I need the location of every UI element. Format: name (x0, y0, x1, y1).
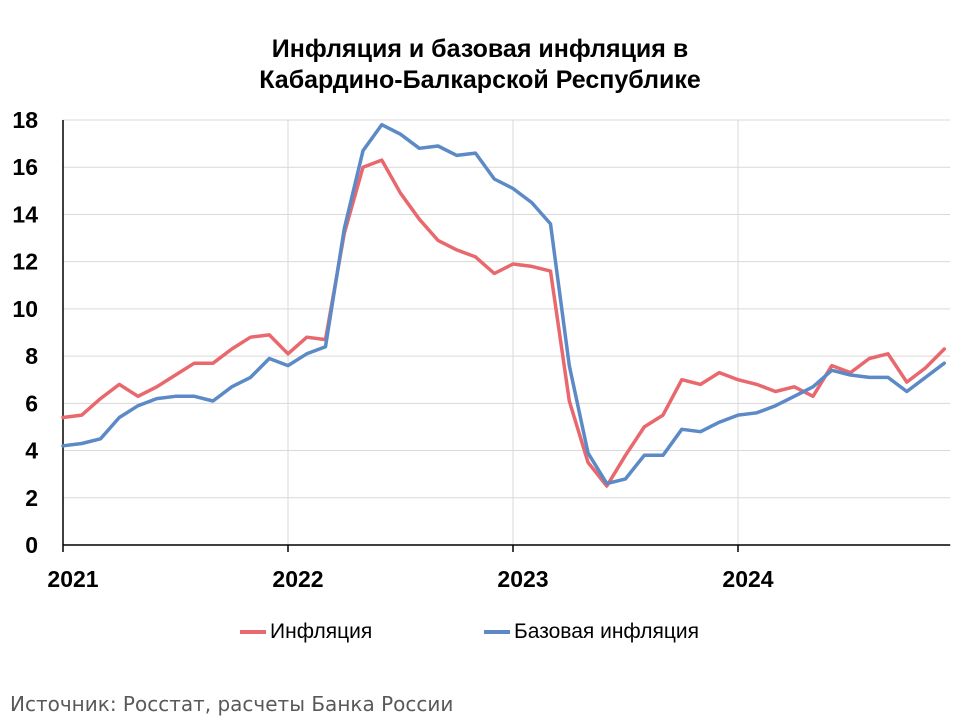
tick-labels: 0 2 4 6 8 10 12 14 16 18 2021 2022 2023 2024 (12, 107, 773, 592)
y-tick-label: 0 (25, 532, 38, 558)
legend-item-inflation: Инфляция (240, 620, 372, 644)
y-tick-label: 10 (12, 296, 38, 322)
legend-label-inflation: Инфляция (270, 620, 373, 643)
x-tick-label: 2021 (47, 566, 98, 592)
series (61, 122, 947, 488)
y-tick-label: 12 (12, 249, 38, 275)
x-tick-label: 2022 (272, 566, 323, 592)
legend-swatch-core (484, 630, 510, 634)
y-tick-label: 16 (12, 154, 38, 180)
chart-title-line1: Инфляция и базовая инфляция в (271, 35, 689, 63)
x-tick-label: 2024 (722, 566, 773, 592)
axes (62, 120, 951, 552)
grid (63, 119, 951, 545)
y-tick-label: 18 (12, 107, 38, 133)
series-line-inflation (61, 158, 947, 488)
series-line-core (61, 122, 947, 486)
legend-label-core: Базовая инфляция (514, 620, 700, 643)
legend-swatch-inflation (240, 630, 266, 634)
chart-title: Инфляция и базовая инфляция в Кабардино-… (0, 34, 960, 96)
source-note: Источник: Росстат, расчеты Банка России (10, 692, 454, 716)
x-tick-label: 2023 (497, 566, 548, 592)
legend: Инфляция Базовая инфляция (0, 620, 960, 650)
y-tick-label: 4 (25, 438, 38, 464)
y-tick-label: 8 (25, 343, 38, 369)
legend-item-core: Базовая инфляция (484, 620, 699, 644)
y-tick-label: 6 (25, 390, 38, 416)
y-tick-label: 2 (25, 485, 38, 511)
chart-title-line2: Кабардино-Балкарской Республике (259, 66, 701, 94)
y-tick-label: 14 (12, 201, 38, 227)
